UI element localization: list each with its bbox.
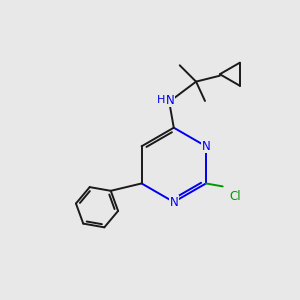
Text: N: N [166,94,174,106]
Text: H: H [157,95,165,105]
Text: N: N [202,140,210,153]
Text: Cl: Cl [229,190,241,203]
Text: N: N [169,196,178,208]
